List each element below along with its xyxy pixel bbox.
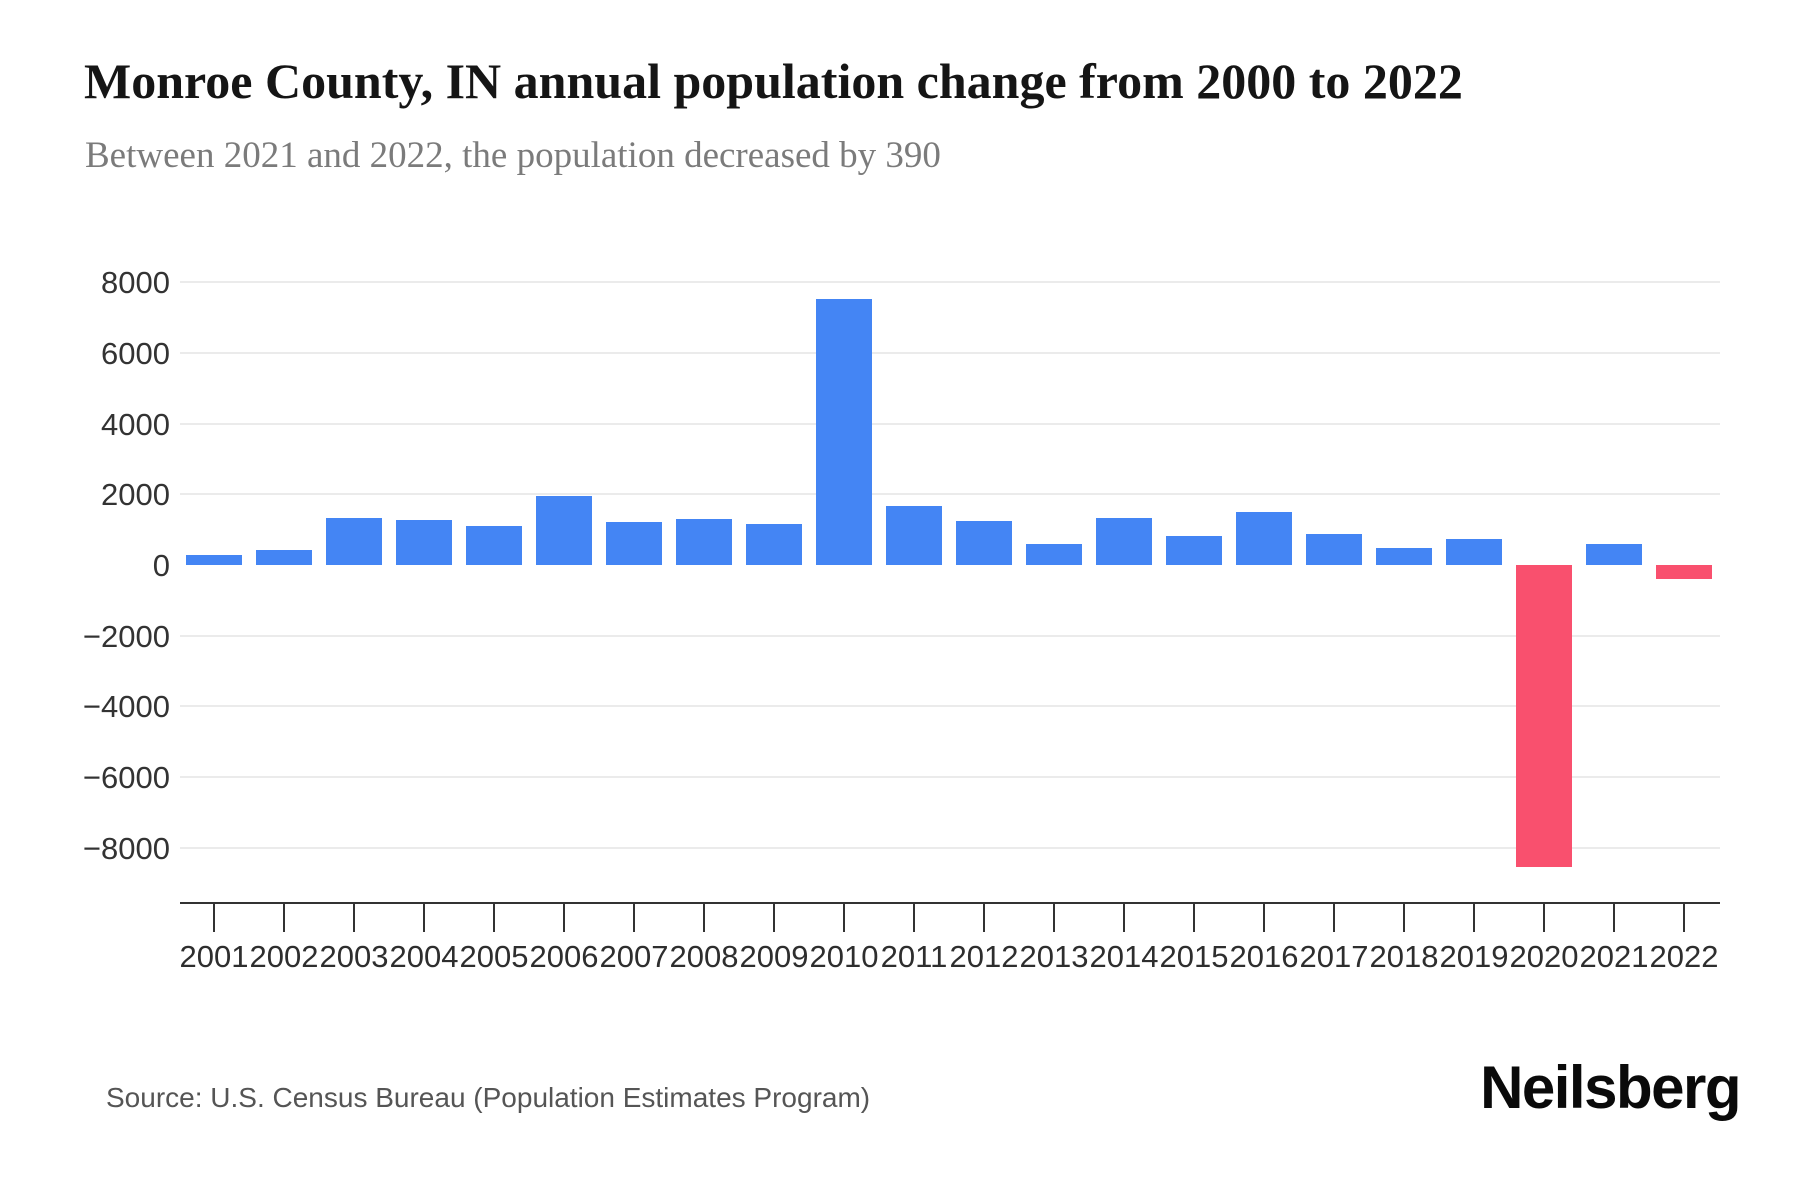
x-axis-label-2021: 2021 xyxy=(1579,939,1649,974)
x-tick-2019 xyxy=(1473,904,1475,932)
bar-2005[interactable] xyxy=(466,526,522,565)
bar-2003[interactable] xyxy=(326,517,382,565)
chart-subtitle: Between 2021 and 2022, the population de… xyxy=(85,135,941,176)
y-axis-label-6000: 6000 xyxy=(101,336,170,372)
x-axis-line xyxy=(180,902,1720,904)
bar-2013[interactable] xyxy=(1026,544,1082,565)
x-axis-label-2022: 2022 xyxy=(1649,939,1719,974)
gridline-8000 xyxy=(180,281,1720,284)
x-tick-2015 xyxy=(1193,904,1195,932)
bar-2016[interactable] xyxy=(1236,512,1292,565)
y-axis-label-4000: 4000 xyxy=(101,406,170,442)
bar-2020[interactable] xyxy=(1516,565,1572,868)
x-axis-label-2005: 2005 xyxy=(459,939,529,974)
bar-2022[interactable] xyxy=(1656,565,1712,579)
x-axis-label-2003: 2003 xyxy=(319,939,389,974)
x-tick-2018 xyxy=(1403,904,1405,932)
y-axis-label--2000: −2000 xyxy=(82,618,170,654)
x-axis-label-2004: 2004 xyxy=(389,939,459,974)
x-axis-label-2002: 2002 xyxy=(249,939,319,974)
x-axis-label-2011: 2011 xyxy=(880,939,948,974)
bar-2008[interactable] xyxy=(676,519,732,565)
x-tick-2004 xyxy=(423,904,425,932)
bar-2012[interactable] xyxy=(956,520,1012,565)
bar-2011[interactable] xyxy=(886,506,942,565)
bar-2009[interactable] xyxy=(746,524,802,565)
x-axis-label-2008: 2008 xyxy=(669,939,739,974)
x-axis-label-2006: 2006 xyxy=(529,939,599,974)
x-axis-label-2012: 2012 xyxy=(949,939,1019,974)
x-tick-2002 xyxy=(283,904,285,932)
bar-2019[interactable] xyxy=(1446,538,1502,565)
gridline--6000 xyxy=(180,775,1720,778)
gridline-4000 xyxy=(180,422,1720,425)
x-tick-2013 xyxy=(1053,904,1055,932)
x-tick-2001 xyxy=(213,904,215,932)
x-tick-2012 xyxy=(983,904,985,932)
x-axis-label-2007: 2007 xyxy=(599,939,669,974)
x-tick-2022 xyxy=(1683,904,1685,932)
bar-2006[interactable] xyxy=(536,496,592,565)
x-axis-label-2020: 2020 xyxy=(1509,939,1579,974)
bar-2014[interactable] xyxy=(1096,517,1152,565)
bar-2004[interactable] xyxy=(396,520,452,565)
y-axis-label-0: 0 xyxy=(152,548,170,583)
x-tick-2011 xyxy=(913,904,915,932)
x-tick-2016 xyxy=(1263,904,1265,932)
x-axis-label-2013: 2013 xyxy=(1019,939,1089,974)
gridline--4000 xyxy=(180,705,1720,708)
x-axis-label-2018: 2018 xyxy=(1369,939,1439,974)
x-tick-2010 xyxy=(843,904,845,932)
neilsberg-logo[interactable]: Neilsberg xyxy=(1480,1054,1741,1121)
bar-2018[interactable] xyxy=(1376,548,1432,565)
x-tick-2021 xyxy=(1613,904,1615,932)
bar-2002[interactable] xyxy=(256,549,312,565)
x-tick-2014 xyxy=(1123,904,1125,932)
bar-2017[interactable] xyxy=(1306,534,1362,565)
gridline-6000 xyxy=(180,352,1720,355)
chart-title: Monroe County, IN annual population chan… xyxy=(84,53,1463,109)
y-axis-label-2000: 2000 xyxy=(101,477,170,513)
x-axis-label-2009: 2009 xyxy=(739,939,809,974)
bar-2010[interactable] xyxy=(816,299,872,565)
x-axis-label-2016: 2016 xyxy=(1229,939,1299,974)
x-axis-label-2015: 2015 xyxy=(1159,939,1229,974)
x-tick-2008 xyxy=(703,904,705,932)
bar-2001[interactable] xyxy=(186,555,242,565)
gridline-2000 xyxy=(180,493,1720,496)
gridline--8000 xyxy=(180,846,1720,849)
x-axis-label-2017: 2017 xyxy=(1299,939,1369,974)
x-tick-2020 xyxy=(1543,904,1545,932)
x-axis-label-2014: 2014 xyxy=(1089,939,1159,974)
x-tick-2009 xyxy=(773,904,775,932)
bar-2021[interactable] xyxy=(1586,544,1642,565)
x-tick-2003 xyxy=(353,904,355,932)
x-axis-label-2010: 2010 xyxy=(809,939,879,974)
gridline--2000 xyxy=(180,634,1720,637)
bar-2007[interactable] xyxy=(606,521,662,565)
x-tick-2005 xyxy=(493,904,495,932)
x-tick-2017 xyxy=(1333,904,1335,932)
source-note: Source: U.S. Census Bureau (Population E… xyxy=(106,1082,871,1113)
x-tick-2006 xyxy=(563,904,565,932)
y-axis-label-8000: 8000 xyxy=(101,265,170,301)
y-axis-label--8000: −8000 xyxy=(82,830,170,866)
y-axis-label--4000: −4000 xyxy=(82,689,170,725)
bar-2015[interactable] xyxy=(1166,535,1222,565)
y-axis-label--6000: −6000 xyxy=(82,759,170,795)
x-tick-2007 xyxy=(633,904,635,932)
plot-area: 8000 6000 4000 2000 0 −2000 −4000 −6000 −8000 20… xyxy=(82,265,1720,974)
x-axis-label-2019: 2019 xyxy=(1439,939,1509,974)
x-axis-label-2001: 2001 xyxy=(179,939,249,974)
